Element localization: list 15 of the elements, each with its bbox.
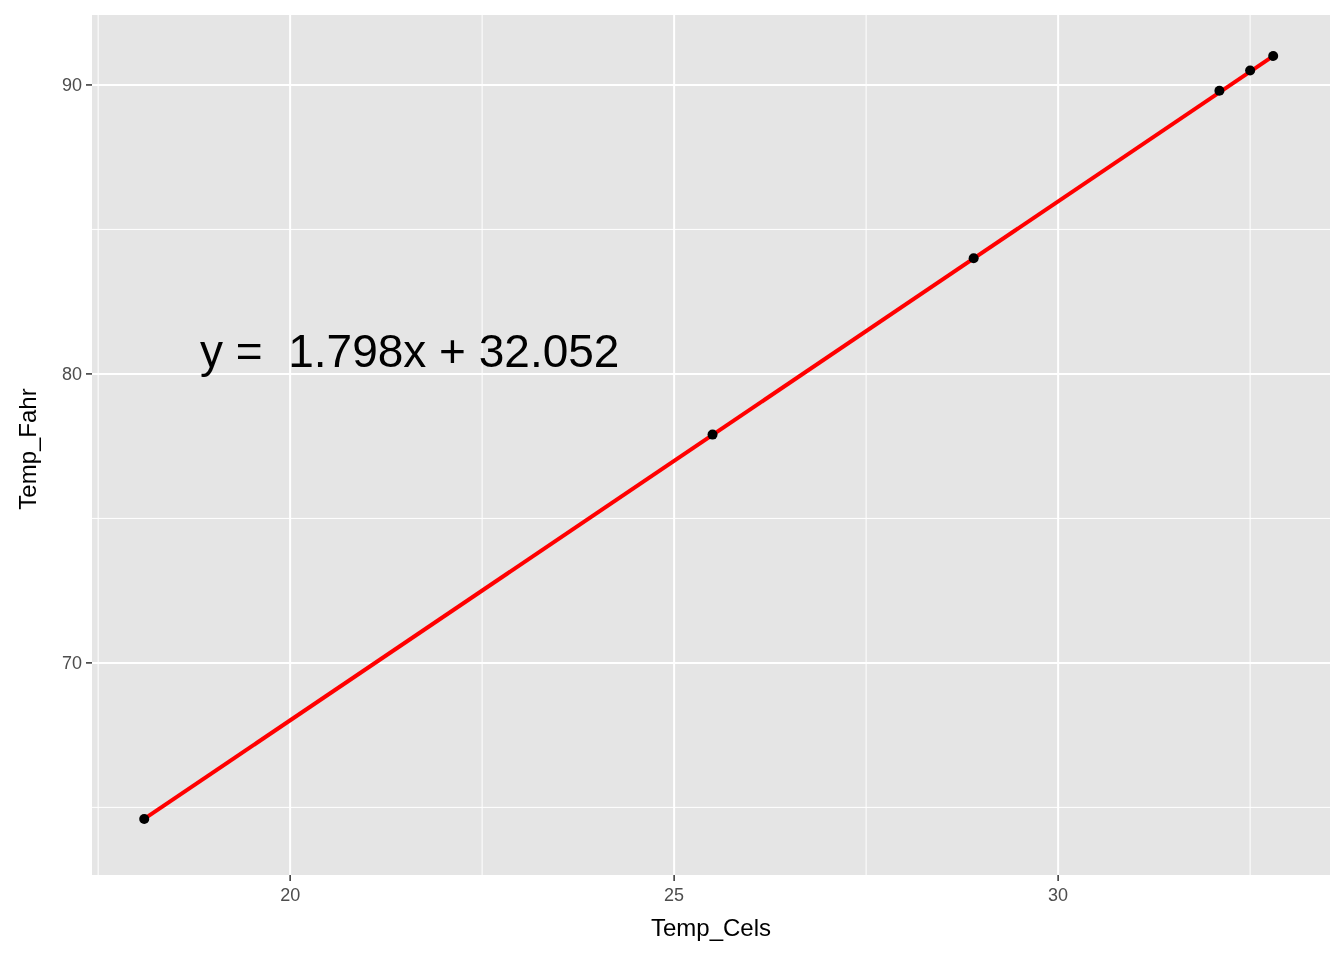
x-tick-label: 30: [1048, 885, 1069, 905]
annotation: y = 1.798x + 32.052: [200, 324, 620, 378]
x-tick-label: 20: [280, 885, 301, 905]
y-tick-label: 80: [61, 363, 82, 384]
y-tick-label: 90: [61, 74, 82, 95]
x-axis-title: Temp_Cels: [649, 914, 772, 942]
point: [968, 253, 979, 264]
y-tick-label: 70: [61, 652, 82, 673]
point: [1214, 85, 1225, 96]
point: [1268, 51, 1279, 62]
y-axis-title: Temp_Fahr: [14, 388, 42, 510]
point: [1245, 65, 1256, 76]
point: [139, 813, 150, 824]
x-tick-label: 25: [664, 885, 685, 905]
point: [707, 429, 718, 440]
